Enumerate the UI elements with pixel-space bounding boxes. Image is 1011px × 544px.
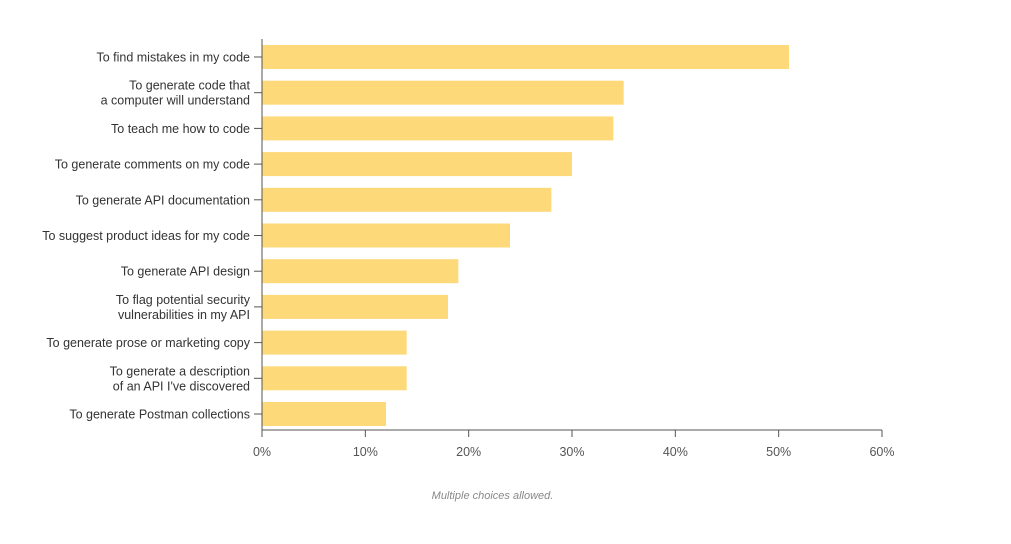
bar-10 bbox=[262, 402, 386, 426]
x-tick-label-6: 60% bbox=[869, 445, 894, 459]
category-label-6: To generate API design bbox=[121, 265, 250, 279]
x-tick-label-4: 40% bbox=[663, 445, 688, 459]
category-label-0: To find mistakes in my code bbox=[96, 51, 250, 65]
bar-8 bbox=[262, 330, 407, 355]
category-label-9: To generate a description of an API I've … bbox=[110, 364, 250, 393]
x-tick-label-1: 10% bbox=[353, 445, 378, 459]
category-label-1: To generate code that a computer will und… bbox=[101, 79, 251, 108]
category-label-8: To generate prose or marketing copy bbox=[46, 336, 250, 350]
category-label-7: To flag potential security vulnerabilitie… bbox=[116, 293, 251, 322]
bar-0 bbox=[262, 45, 789, 69]
bar-9 bbox=[262, 366, 407, 391]
bar-6 bbox=[262, 259, 459, 284]
x-tick-label-5: 50% bbox=[766, 445, 791, 459]
x-tick-label-2: 20% bbox=[456, 445, 481, 459]
x-tick-label-0: 0% bbox=[253, 445, 271, 459]
category-label-5: To suggest product ideas for my code bbox=[42, 229, 250, 243]
bar-3 bbox=[262, 152, 572, 177]
chart-footnote: Multiple choices allowed. bbox=[431, 490, 554, 502]
category-label-10: To generate Postman collections bbox=[69, 408, 250, 422]
bar-7 bbox=[262, 294, 448, 319]
bar-1 bbox=[262, 80, 624, 105]
category-label-4: To generate API documentation bbox=[76, 193, 250, 207]
category-label-2: To teach me how to code bbox=[111, 122, 250, 136]
x-tick-label-3: 30% bbox=[559, 445, 584, 459]
category-label-3: To generate comments on my code bbox=[55, 158, 250, 172]
bar-2 bbox=[262, 116, 614, 141]
bar-4 bbox=[262, 187, 552, 212]
bar-5 bbox=[262, 223, 510, 248]
